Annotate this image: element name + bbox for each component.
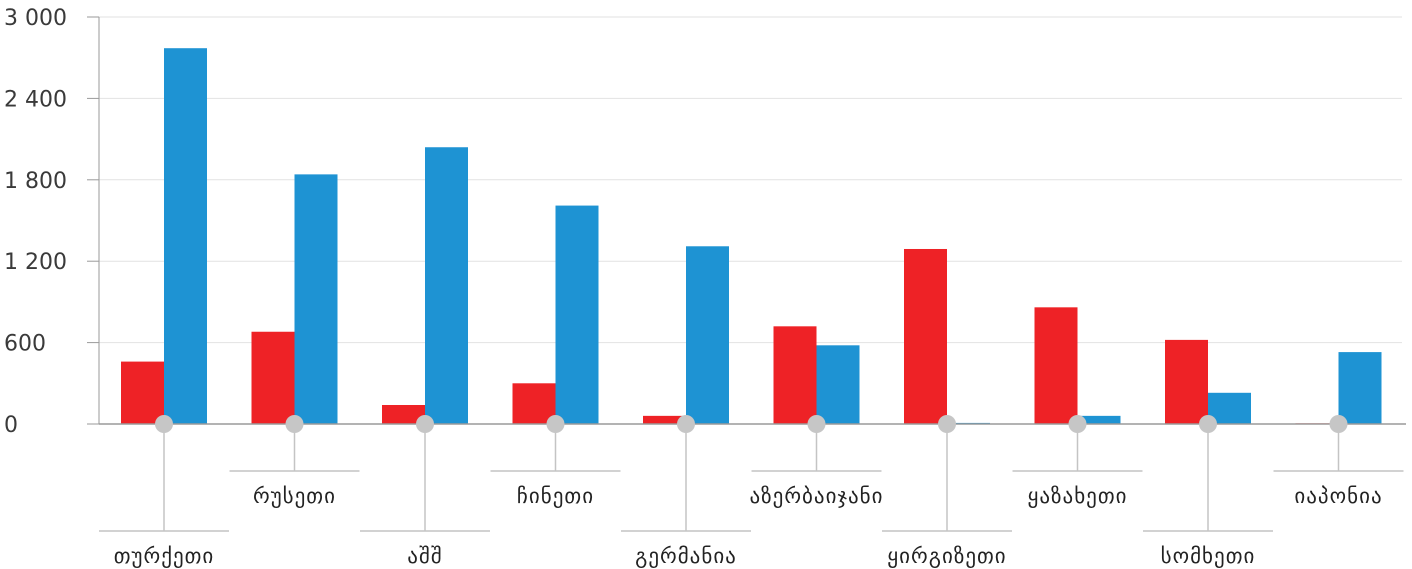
category-marker-dot [285, 415, 304, 433]
category-labels: თურქეთი რუსეთი აშშ ჩინეთი გერმანია აზერბაიჯან… [99, 415, 1404, 568]
category-label: ჩინეთი [517, 484, 594, 508]
y-tick-label: 2 400 [4, 87, 67, 112]
bar [643, 415, 686, 424]
category-marker-dot [1329, 415, 1348, 433]
category-marker-dot [1199, 415, 1217, 433]
category-label: იაპონია [1294, 484, 1382, 508]
category-marker-dot [807, 415, 826, 433]
y-tick-label: 600 [4, 332, 46, 357]
bar [251, 331, 295, 424]
category-label: თურქეთი [114, 544, 215, 568]
category-label: ყაზახეთი [1027, 484, 1127, 508]
category-marker-dot [416, 415, 434, 433]
category-marker-dot [546, 415, 565, 433]
category-marker-dot [677, 415, 695, 433]
category-label: რუსეთი [253, 484, 336, 508]
category-marker-dot [938, 415, 956, 433]
bar [1077, 415, 1121, 424]
axes [98, 17, 1406, 425]
category-label: აზერბაიჯანი [750, 484, 884, 508]
bar [1338, 352, 1382, 424]
bar [1034, 307, 1078, 424]
y-tick-label: 0 [4, 413, 18, 438]
bar [164, 48, 207, 424]
bar [382, 405, 425, 424]
bar [512, 383, 556, 424]
bar [425, 147, 468, 425]
bars [121, 48, 1382, 425]
y-axis-tick-labels: 0 600 1 200 1 800 2 400 3 000 [4, 6, 67, 438]
y-tick-label: 1 800 [4, 169, 67, 194]
category-label: აშშ [407, 544, 442, 568]
category-marker-dot [155, 415, 173, 433]
y-tick-label: 1 200 [4, 250, 67, 275]
bar [816, 345, 860, 424]
category-label: სომხეთი [1161, 544, 1256, 568]
category-marker-dot [1068, 415, 1087, 433]
y-tick-label: 3 000 [4, 6, 67, 31]
bar [1165, 339, 1208, 424]
bar [294, 174, 338, 424]
category-label: გერმანია [635, 544, 737, 568]
bar [121, 361, 164, 424]
category-label: ყირგიზეთი [887, 544, 1006, 568]
bar [686, 246, 729, 424]
bar [555, 205, 599, 424]
bar [773, 326, 817, 424]
bar [904, 248, 947, 424]
